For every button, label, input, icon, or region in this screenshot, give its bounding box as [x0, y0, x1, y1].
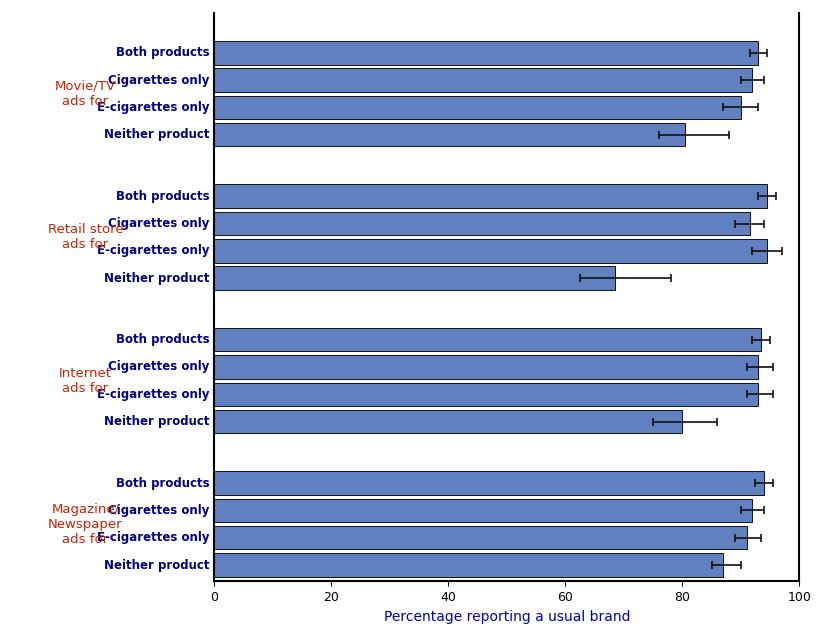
Bar	[214, 410, 682, 433]
Text: Neither product: Neither product	[104, 558, 209, 571]
Text: Both products: Both products	[116, 477, 209, 489]
Text: E-cigarettes only: E-cigarettes only	[97, 388, 209, 401]
Text: Both products: Both products	[116, 333, 209, 346]
Text: Neither product: Neither product	[104, 415, 209, 428]
Text: Cigarettes only: Cigarettes only	[108, 360, 209, 373]
Text: Both products: Both products	[116, 46, 209, 59]
Bar	[214, 185, 767, 208]
Bar	[214, 355, 758, 379]
Text: E-cigarettes only: E-cigarettes only	[97, 101, 209, 114]
Bar	[214, 266, 615, 290]
Bar	[214, 96, 741, 119]
Text: E-cigarettes only: E-cigarettes only	[97, 244, 209, 258]
Text: Cigarettes only: Cigarettes only	[108, 504, 209, 517]
Bar	[214, 212, 750, 235]
Text: Neither product: Neither product	[104, 128, 209, 141]
Bar	[214, 472, 764, 495]
X-axis label: Percentage reporting a usual brand: Percentage reporting a usual brand	[383, 610, 630, 624]
Bar	[214, 239, 767, 263]
Text: Cigarettes only: Cigarettes only	[108, 73, 209, 87]
Bar	[214, 526, 747, 550]
Bar	[214, 328, 761, 351]
Bar	[214, 498, 752, 522]
Text: Both products: Both products	[116, 190, 209, 203]
Text: E-cigarettes only: E-cigarettes only	[97, 531, 209, 544]
Bar	[214, 383, 758, 406]
Bar	[214, 123, 686, 146]
Bar	[214, 68, 752, 92]
Bar	[214, 41, 758, 65]
Text: Retail store
ads for: Retail store ads for	[48, 223, 124, 251]
Bar	[214, 553, 723, 577]
Text: Movie/TV
ads for: Movie/TV ads for	[55, 80, 116, 108]
Text: Internet
ads for: Internet ads for	[59, 367, 112, 395]
Text: Cigarettes only: Cigarettes only	[108, 217, 209, 230]
Text: Neither product: Neither product	[104, 272, 209, 284]
Text: Magazine/
Newspaper
ads for: Magazine/ Newspaper ads for	[49, 502, 123, 546]
